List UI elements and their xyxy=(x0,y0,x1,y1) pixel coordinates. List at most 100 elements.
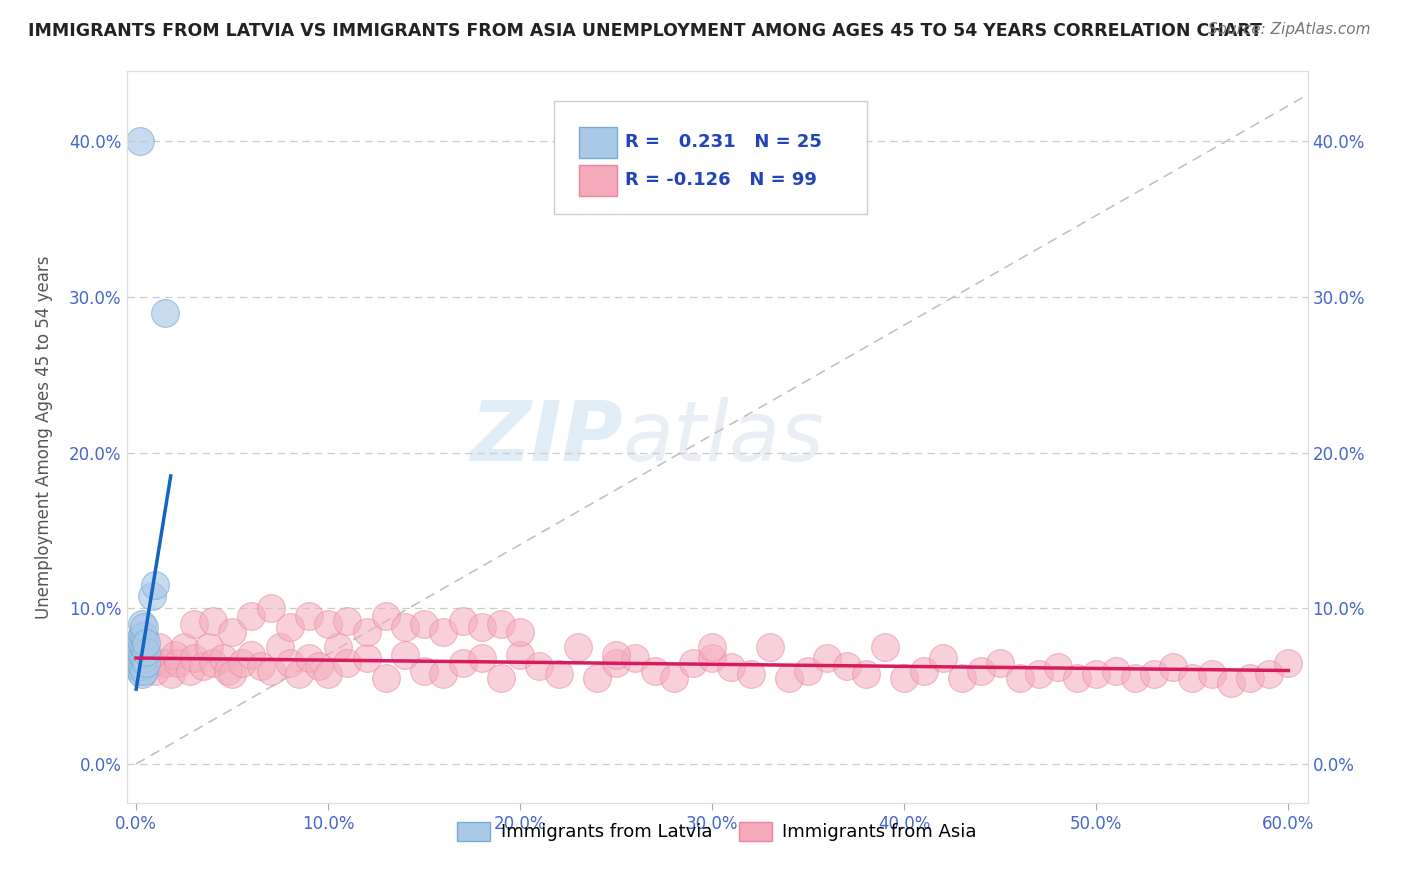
Point xyxy=(131,658,153,673)
Point xyxy=(489,616,512,631)
Point xyxy=(129,656,152,670)
Point xyxy=(702,640,724,655)
Text: R = -0.126   N = 99: R = -0.126 N = 99 xyxy=(624,171,817,189)
Point xyxy=(988,656,1011,670)
Point xyxy=(132,640,155,655)
Point xyxy=(1181,671,1204,685)
Point xyxy=(141,656,163,670)
Point xyxy=(394,648,416,662)
Point xyxy=(132,629,155,643)
Legend: Immigrants from Latvia, Immigrants from Asia: Immigrants from Latvia, Immigrants from … xyxy=(450,814,984,848)
Point xyxy=(413,616,436,631)
Point xyxy=(250,658,273,673)
Text: ZIP: ZIP xyxy=(470,397,623,477)
Point xyxy=(413,664,436,678)
Point xyxy=(131,628,153,642)
Text: atlas: atlas xyxy=(623,397,824,477)
Point xyxy=(931,651,953,665)
Point xyxy=(624,651,647,665)
Point xyxy=(131,651,153,665)
Point xyxy=(135,656,157,670)
Point xyxy=(308,658,330,673)
FancyBboxPatch shape xyxy=(579,127,617,158)
FancyBboxPatch shape xyxy=(579,165,617,195)
Point xyxy=(135,645,157,659)
Point xyxy=(778,671,800,685)
Point xyxy=(127,660,149,674)
Text: Source: ZipAtlas.com: Source: ZipAtlas.com xyxy=(1208,22,1371,37)
Point xyxy=(129,645,152,659)
Point xyxy=(356,651,378,665)
Point xyxy=(471,651,494,665)
Point xyxy=(1201,666,1223,681)
Point xyxy=(855,666,877,681)
Point xyxy=(374,671,396,685)
Point xyxy=(567,640,589,655)
Point xyxy=(173,640,195,655)
Point xyxy=(198,640,221,655)
Point xyxy=(875,640,897,655)
Point xyxy=(217,664,239,678)
Point xyxy=(893,671,915,685)
Point xyxy=(221,666,243,681)
Point xyxy=(298,609,321,624)
Point xyxy=(153,305,176,319)
Point xyxy=(278,656,301,670)
Point xyxy=(1258,666,1281,681)
Point xyxy=(1066,671,1088,685)
Point xyxy=(509,624,531,639)
Point xyxy=(183,616,205,631)
Point xyxy=(1085,666,1108,681)
Point xyxy=(529,658,551,673)
Point xyxy=(740,666,762,681)
Point xyxy=(231,656,253,670)
FancyBboxPatch shape xyxy=(554,101,868,214)
Point xyxy=(143,664,166,678)
Point xyxy=(316,616,339,631)
Point xyxy=(240,609,263,624)
Point xyxy=(326,640,349,655)
Point xyxy=(211,651,233,665)
Point xyxy=(132,664,155,678)
Point xyxy=(451,614,474,628)
Point xyxy=(1143,666,1166,681)
Point xyxy=(374,609,396,624)
Point xyxy=(586,671,609,685)
Point xyxy=(132,651,155,665)
Point xyxy=(1123,671,1146,685)
Point xyxy=(259,601,281,615)
Point xyxy=(356,624,378,639)
Point xyxy=(163,648,186,662)
Point xyxy=(131,666,153,681)
Point xyxy=(135,635,157,649)
Point xyxy=(127,651,149,665)
Point xyxy=(135,645,157,659)
Point xyxy=(509,648,531,662)
Point xyxy=(451,656,474,670)
Point xyxy=(129,135,152,149)
Point xyxy=(1028,666,1050,681)
Point xyxy=(298,651,321,665)
Point xyxy=(148,640,170,655)
Point xyxy=(1046,660,1069,674)
Point xyxy=(547,666,569,681)
Point xyxy=(644,664,666,678)
Point xyxy=(316,666,339,681)
Point xyxy=(221,624,243,639)
Point xyxy=(129,664,152,678)
Point xyxy=(269,640,291,655)
Point xyxy=(682,656,704,670)
Text: R =   0.231   N = 25: R = 0.231 N = 25 xyxy=(624,133,823,152)
Point xyxy=(240,648,263,662)
Point xyxy=(143,578,166,592)
Point xyxy=(336,614,359,628)
Point xyxy=(132,620,155,634)
Point xyxy=(141,589,163,603)
Point xyxy=(131,648,153,662)
Point xyxy=(278,620,301,634)
Point xyxy=(131,637,153,651)
Point xyxy=(153,656,176,670)
Point xyxy=(720,660,742,674)
Point xyxy=(950,671,973,685)
Point xyxy=(1008,671,1031,685)
